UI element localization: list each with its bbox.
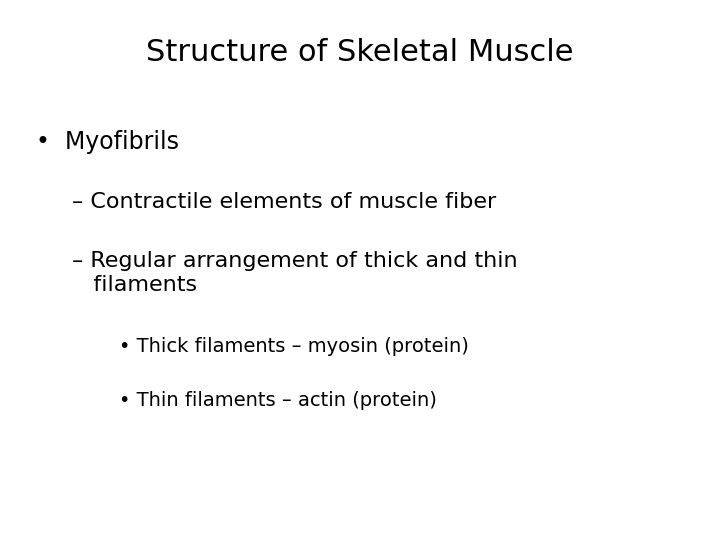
Text: – Contractile elements of muscle fiber: – Contractile elements of muscle fiber (72, 192, 496, 212)
Text: – Regular arrangement of thick and thin
   filaments: – Regular arrangement of thick and thin … (72, 251, 518, 295)
Text: •  Myofibrils: • Myofibrils (36, 130, 179, 153)
Text: Structure of Skeletal Muscle: Structure of Skeletal Muscle (146, 38, 574, 67)
Text: • Thin filaments – actin (protein): • Thin filaments – actin (protein) (119, 392, 436, 410)
Text: • Thick filaments – myosin (protein): • Thick filaments – myosin (protein) (119, 338, 469, 356)
